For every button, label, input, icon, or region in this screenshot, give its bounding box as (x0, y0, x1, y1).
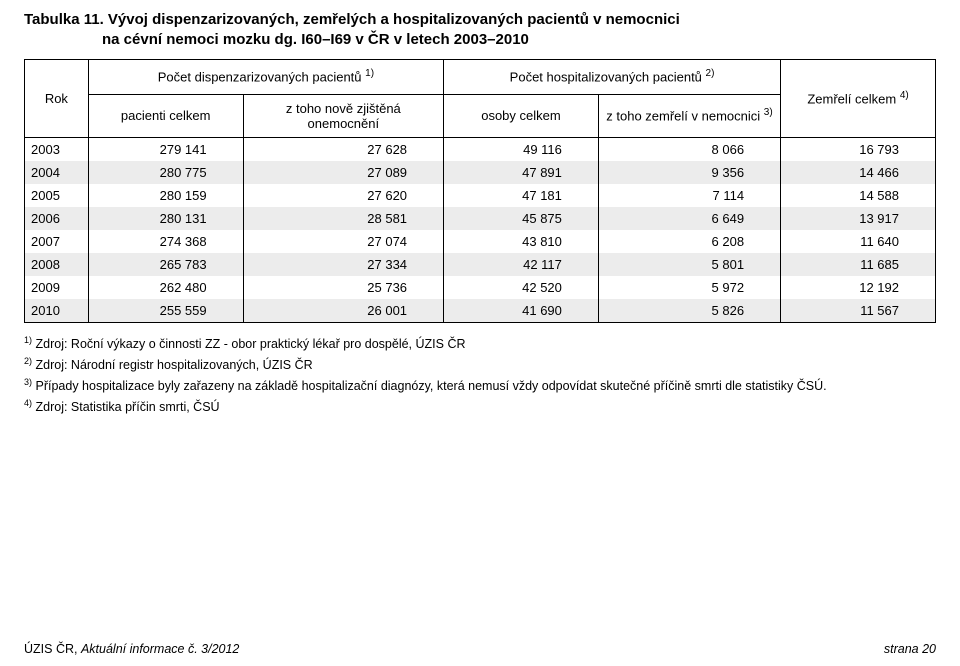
cell-nove-zjistena: 27 334 (243, 253, 443, 276)
cell-zemreli-celkem: 11 640 (781, 230, 936, 253)
col-disp-sub2: z toho nově zjištěná onemocnění (243, 94, 443, 137)
fn3-text: Případy hospitalizace byly zařazeny na z… (32, 379, 827, 393)
cell-nove-zjistena: 27 620 (243, 184, 443, 207)
cell-year: 2005 (25, 184, 89, 207)
cell-year: 2009 (25, 276, 89, 299)
cell-zemreli-nemocnici: 8 066 (598, 137, 780, 161)
cell-zemreli-nemocnici: 5 826 (598, 299, 780, 323)
cell-pacienti-celkem: 262 480 (88, 276, 243, 299)
cell-year: 2006 (25, 207, 89, 230)
fn3-sup: 3) (24, 377, 32, 387)
fn2-text: Zdroj: Národní registr hospitalizovaných… (32, 358, 313, 372)
table-row: 2003279 14127 62849 1168 06616 793 (25, 137, 936, 161)
cell-zemreli-celkem: 14 466 (781, 161, 936, 184)
fn1-text: Zdroj: Roční výkazy o činnosti ZZ - obor… (32, 337, 465, 351)
table-row: 2007274 36827 07443 8106 20811 640 (25, 230, 936, 253)
cell-nove-zjistena: 25 736 (243, 276, 443, 299)
footnote-3: 3) Případy hospitalizace byly zařazeny n… (24, 375, 936, 396)
cell-nove-zjistena: 26 001 (243, 299, 443, 323)
cell-year: 2003 (25, 137, 89, 161)
col-hosp-sub1: osoby celkem (444, 94, 599, 137)
cell-osoby-celkem: 49 116 (444, 137, 599, 161)
fn4-text: Zdroj: Statistika příčin smrti, ČSÚ (32, 400, 220, 414)
table-row: 2005280 15927 62047 1817 11414 588 (25, 184, 936, 207)
cell-year: 2010 (25, 299, 89, 323)
table-title: Tabulka 11. Vývoj dispenzarizovaných, ze… (24, 10, 936, 51)
cell-pacienti-celkem: 255 559 (88, 299, 243, 323)
cell-zemreli-celkem: 11 685 (781, 253, 936, 276)
cell-pacienti-celkem: 279 141 (88, 137, 243, 161)
cell-zemreli-nemocnici: 9 356 (598, 161, 780, 184)
data-table: Rok Počet dispenzarizovaných pacientů 1)… (24, 59, 936, 323)
col-zem-label: Zemřelí celkem (807, 91, 899, 106)
col-disp-group-label: Počet dispenzarizovaných pacientů (158, 70, 365, 85)
footnote-4: 4) Zdroj: Statistika příčin smrti, ČSÚ (24, 396, 936, 417)
cell-pacienti-celkem: 280 775 (88, 161, 243, 184)
col-hosp-group: Počet hospitalizovaných pacientů 2) (444, 59, 781, 94)
cell-osoby-celkem: 41 690 (444, 299, 599, 323)
cell-zemreli-celkem: 16 793 (781, 137, 936, 161)
cell-year: 2004 (25, 161, 89, 184)
title-line2: na cévní nemoci mozku dg. I60–I69 v ČR v… (24, 30, 936, 50)
cell-zemreli-nemocnici: 6 649 (598, 207, 780, 230)
cell-pacienti-celkem: 280 131 (88, 207, 243, 230)
cell-nove-zjistena: 28 581 (243, 207, 443, 230)
cell-osoby-celkem: 42 520 (444, 276, 599, 299)
col-zem-sup: 4) (900, 90, 909, 101)
cell-zemreli-celkem: 13 917 (781, 207, 936, 230)
table-row: 2010255 55926 00141 6905 82611 567 (25, 299, 936, 323)
fn4-sup: 4) (24, 398, 32, 408)
cell-osoby-celkem: 47 181 (444, 184, 599, 207)
cell-pacienti-celkem: 265 783 (88, 253, 243, 276)
col-disp-group: Počet dispenzarizovaných pacientů 1) (88, 59, 443, 94)
cell-osoby-celkem: 45 875 (444, 207, 599, 230)
table-row: 2006280 13128 58145 8756 64913 917 (25, 207, 936, 230)
footer-left-italic: Aktuální informace č. 3/2012 (81, 642, 239, 656)
table-row: 2004280 77527 08947 8919 35614 466 (25, 161, 936, 184)
cell-osoby-celkem: 43 810 (444, 230, 599, 253)
col-disp-sup: 1) (365, 68, 374, 79)
table-row: 2008265 78327 33442 1175 80111 685 (25, 253, 936, 276)
col-hosp-sub2: z toho zemřelí v nemocnici 3) (598, 94, 780, 137)
footer-right: strana 20 (884, 642, 936, 656)
cell-zemreli-nemocnici: 6 208 (598, 230, 780, 253)
cell-pacienti-celkem: 274 368 (88, 230, 243, 253)
cell-nove-zjistena: 27 628 (243, 137, 443, 161)
title-line1: Tabulka 11. Vývoj dispenzarizovaných, ze… (24, 10, 936, 30)
cell-nove-zjistena: 27 089 (243, 161, 443, 184)
footnote-1: 1) Zdroj: Roční výkazy o činnosti ZZ - o… (24, 333, 936, 354)
footer-left: ÚZIS ČR, Aktuální informace č. 3/2012 (24, 642, 239, 656)
col-zem: Zemřelí celkem 4) (781, 59, 936, 137)
col-hosp-group-label: Počet hospitalizovaných pacientů (510, 70, 706, 85)
cell-year: 2007 (25, 230, 89, 253)
fn2-sup: 2) (24, 356, 32, 366)
table-row: 2009262 48025 73642 5205 97212 192 (25, 276, 936, 299)
col-hosp-sub2-sup: 3) (764, 107, 773, 118)
col-disp-sub1: pacienti celkem (88, 94, 243, 137)
cell-zemreli-nemocnici: 5 801 (598, 253, 780, 276)
cell-zemreli-nemocnici: 7 114 (598, 184, 780, 207)
cell-osoby-celkem: 42 117 (444, 253, 599, 276)
footnote-2: 2) Zdroj: Národní registr hospitalizovan… (24, 354, 936, 375)
col-rok: Rok (25, 59, 89, 137)
cell-zemreli-celkem: 12 192 (781, 276, 936, 299)
cell-year: 2008 (25, 253, 89, 276)
footnotes: 1) Zdroj: Roční výkazy o činnosti ZZ - o… (24, 333, 936, 418)
cell-nove-zjistena: 27 074 (243, 230, 443, 253)
footer-left-prefix: ÚZIS ČR, (24, 642, 81, 656)
cell-zemreli-celkem: 11 567 (781, 299, 936, 323)
cell-osoby-celkem: 47 891 (444, 161, 599, 184)
page-footer: ÚZIS ČR, Aktuální informace č. 3/2012 st… (24, 642, 936, 656)
cell-zemreli-nemocnici: 5 972 (598, 276, 780, 299)
cell-zemreli-celkem: 14 588 (781, 184, 936, 207)
fn1-sup: 1) (24, 335, 32, 345)
cell-pacienti-celkem: 280 159 (88, 184, 243, 207)
col-hosp-sup: 2) (706, 68, 715, 79)
col-hosp-sub2-label: z toho zemřelí v nemocnici (606, 109, 764, 124)
